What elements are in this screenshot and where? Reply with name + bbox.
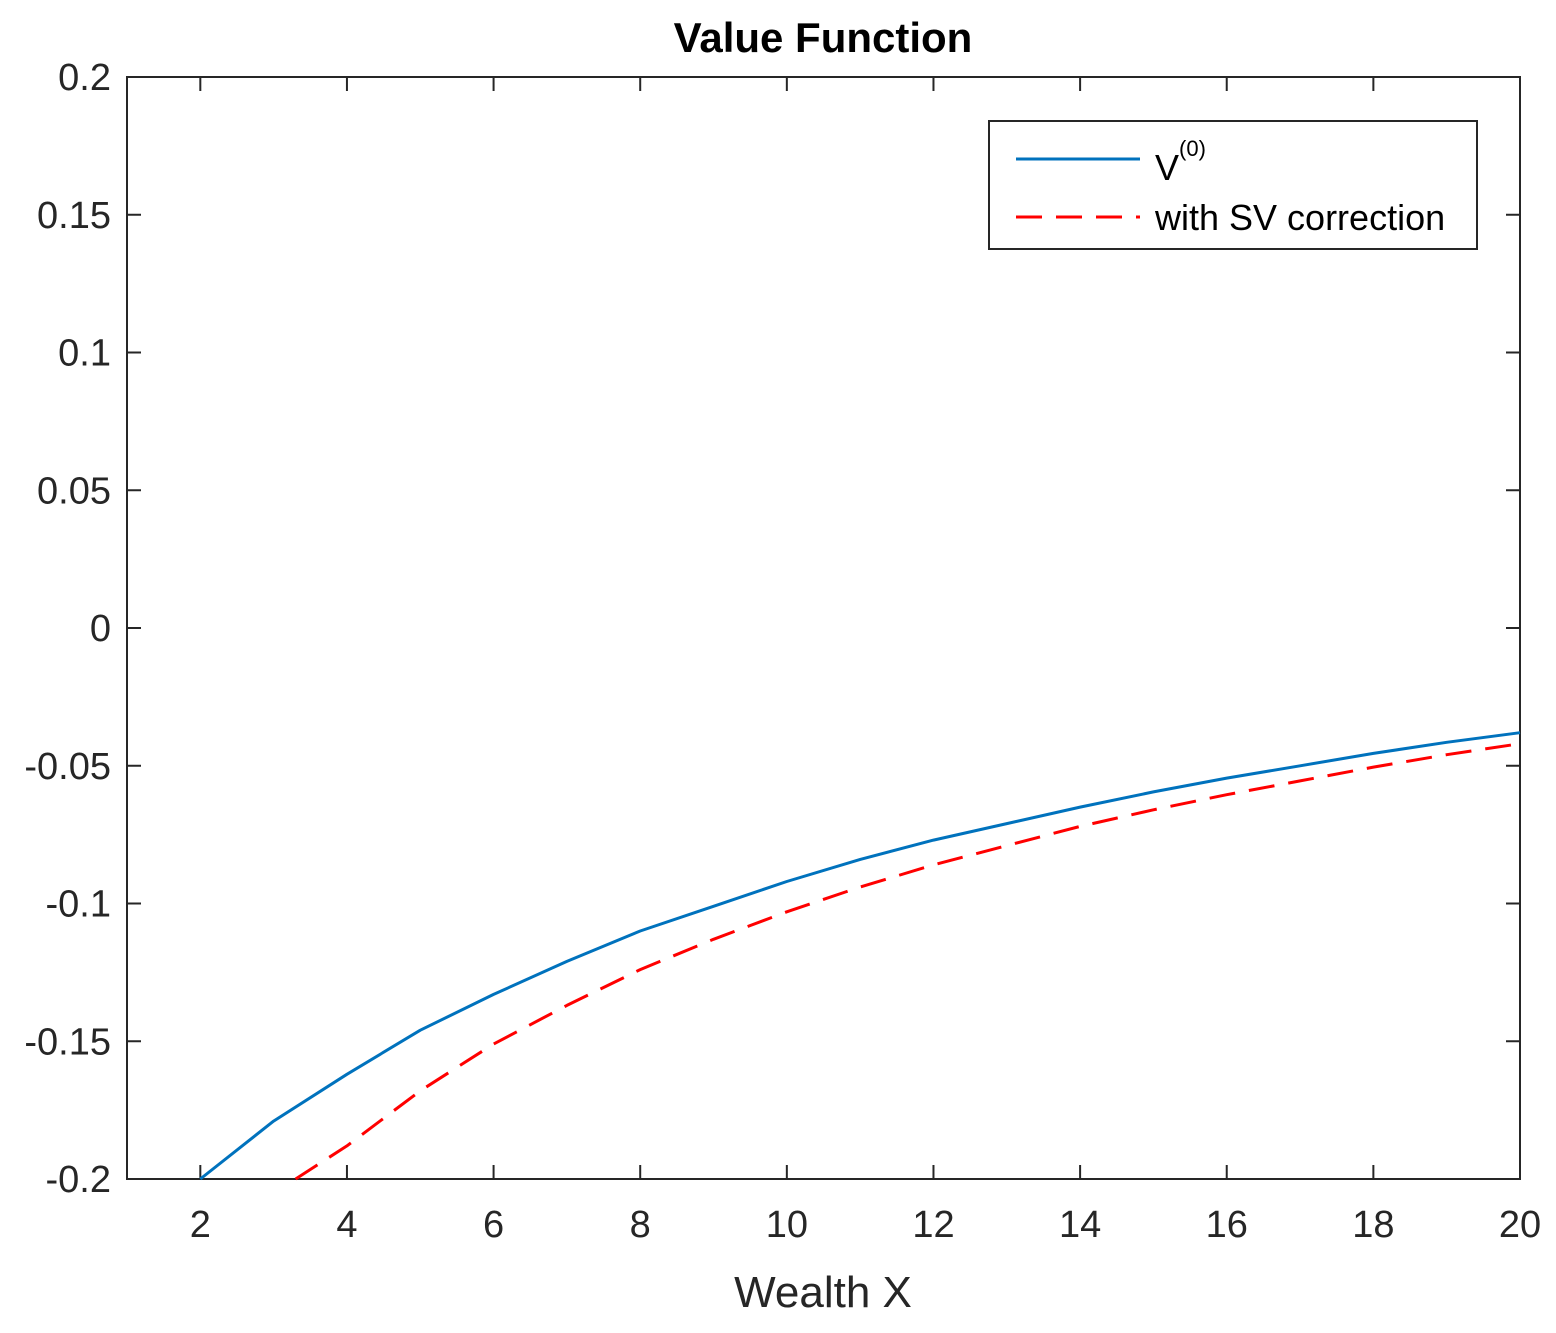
y-tick-label: -0.1 xyxy=(46,884,111,926)
y-tick-label: 0 xyxy=(90,608,111,650)
chart-title: Value Function xyxy=(674,14,973,61)
legend-label-v0-superscript: (0) xyxy=(1179,136,1206,161)
x-tick-label: 18 xyxy=(1352,1204,1394,1246)
x-tick-label: 2 xyxy=(190,1204,211,1246)
y-tick-label: 0.2 xyxy=(58,57,111,99)
x-tick-label: 12 xyxy=(912,1204,954,1246)
legend-label-v0: V(0) xyxy=(1155,136,1206,188)
x-tick-label: 6 xyxy=(483,1204,504,1246)
legend-label-sv-correction: with SV correction xyxy=(1154,197,1445,238)
y-tick-label: 0.15 xyxy=(37,195,111,237)
series-line-sv-correction xyxy=(294,742,1521,1181)
legend[interactable]: V(0) with SV correction xyxy=(988,120,1478,250)
series-line-v0 xyxy=(199,731,1521,1181)
x-tick-label: 14 xyxy=(1059,1204,1101,1246)
x-axis-label: Wealth X xyxy=(734,1268,912,1317)
y-tick-label: 0.05 xyxy=(37,470,111,512)
legend-label-v0-main: V xyxy=(1155,147,1179,188)
y-tick-label: -0.2 xyxy=(46,1159,111,1201)
y-tick-label: -0.15 xyxy=(24,1021,111,1063)
x-tick-label: 16 xyxy=(1206,1204,1248,1246)
x-tick-label: 8 xyxy=(630,1204,651,1246)
y-tick-label: -0.05 xyxy=(24,746,111,788)
series-layer xyxy=(199,731,1521,1181)
legend-box xyxy=(988,120,1478,250)
x-axis-ticks: 2 4 6 8 10 12 14 16 18 20 xyxy=(190,77,1541,1246)
y-tick-label: 0.1 xyxy=(58,333,111,375)
x-tick-label: 10 xyxy=(766,1204,808,1246)
x-tick-label: 4 xyxy=(336,1204,357,1246)
x-tick-label: 20 xyxy=(1499,1204,1541,1246)
y-axis-ticks: 0.2 0.15 0.1 0.05 0 -0.05 -0.1 -0.15 -0.2 xyxy=(24,57,1520,1201)
